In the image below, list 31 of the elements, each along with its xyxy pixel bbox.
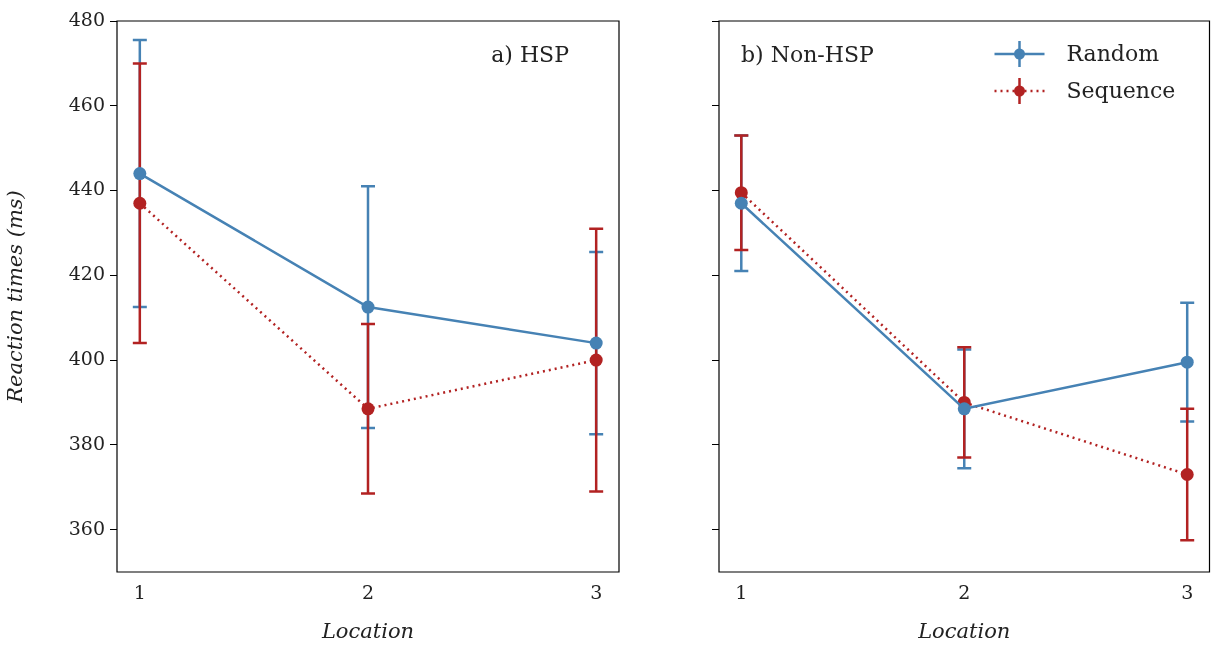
x-tick-label: 2 bbox=[958, 581, 971, 604]
x-tick-label: 1 bbox=[133, 581, 146, 604]
x-tick-label: 3 bbox=[1181, 581, 1194, 604]
x-tick-label: 1 bbox=[735, 581, 748, 604]
point bbox=[734, 186, 748, 200]
y-tick-label: 460 bbox=[68, 92, 105, 115]
annotation: b) Non-HSP bbox=[741, 41, 875, 67]
point bbox=[589, 353, 603, 367]
point bbox=[361, 402, 375, 416]
point bbox=[1180, 355, 1194, 369]
annotation: a) HSP bbox=[491, 41, 570, 67]
x-tick-label: 2 bbox=[361, 581, 375, 604]
y-tick-label: 360 bbox=[68, 516, 105, 539]
y-tick-label: 440 bbox=[68, 177, 105, 200]
y-tick-label: 480 bbox=[68, 7, 105, 30]
x-axis-title: Location bbox=[917, 618, 1011, 643]
y-tick-label: 380 bbox=[68, 431, 105, 454]
y-axis-title: Reaction times (ms) bbox=[3, 190, 28, 404]
point bbox=[589, 336, 603, 350]
legend-label: Random bbox=[1066, 40, 1160, 66]
legend-label: Sequence bbox=[1066, 77, 1176, 103]
x-axis-title: Location bbox=[320, 618, 415, 643]
point bbox=[133, 196, 147, 210]
y-tick-label: 400 bbox=[68, 347, 105, 370]
point bbox=[957, 402, 971, 416]
point bbox=[734, 196, 748, 210]
point bbox=[361, 300, 375, 314]
y-tick-label: 420 bbox=[68, 262, 105, 285]
x-tick-label: 3 bbox=[590, 581, 603, 604]
point bbox=[1180, 468, 1194, 482]
point bbox=[133, 167, 147, 181]
